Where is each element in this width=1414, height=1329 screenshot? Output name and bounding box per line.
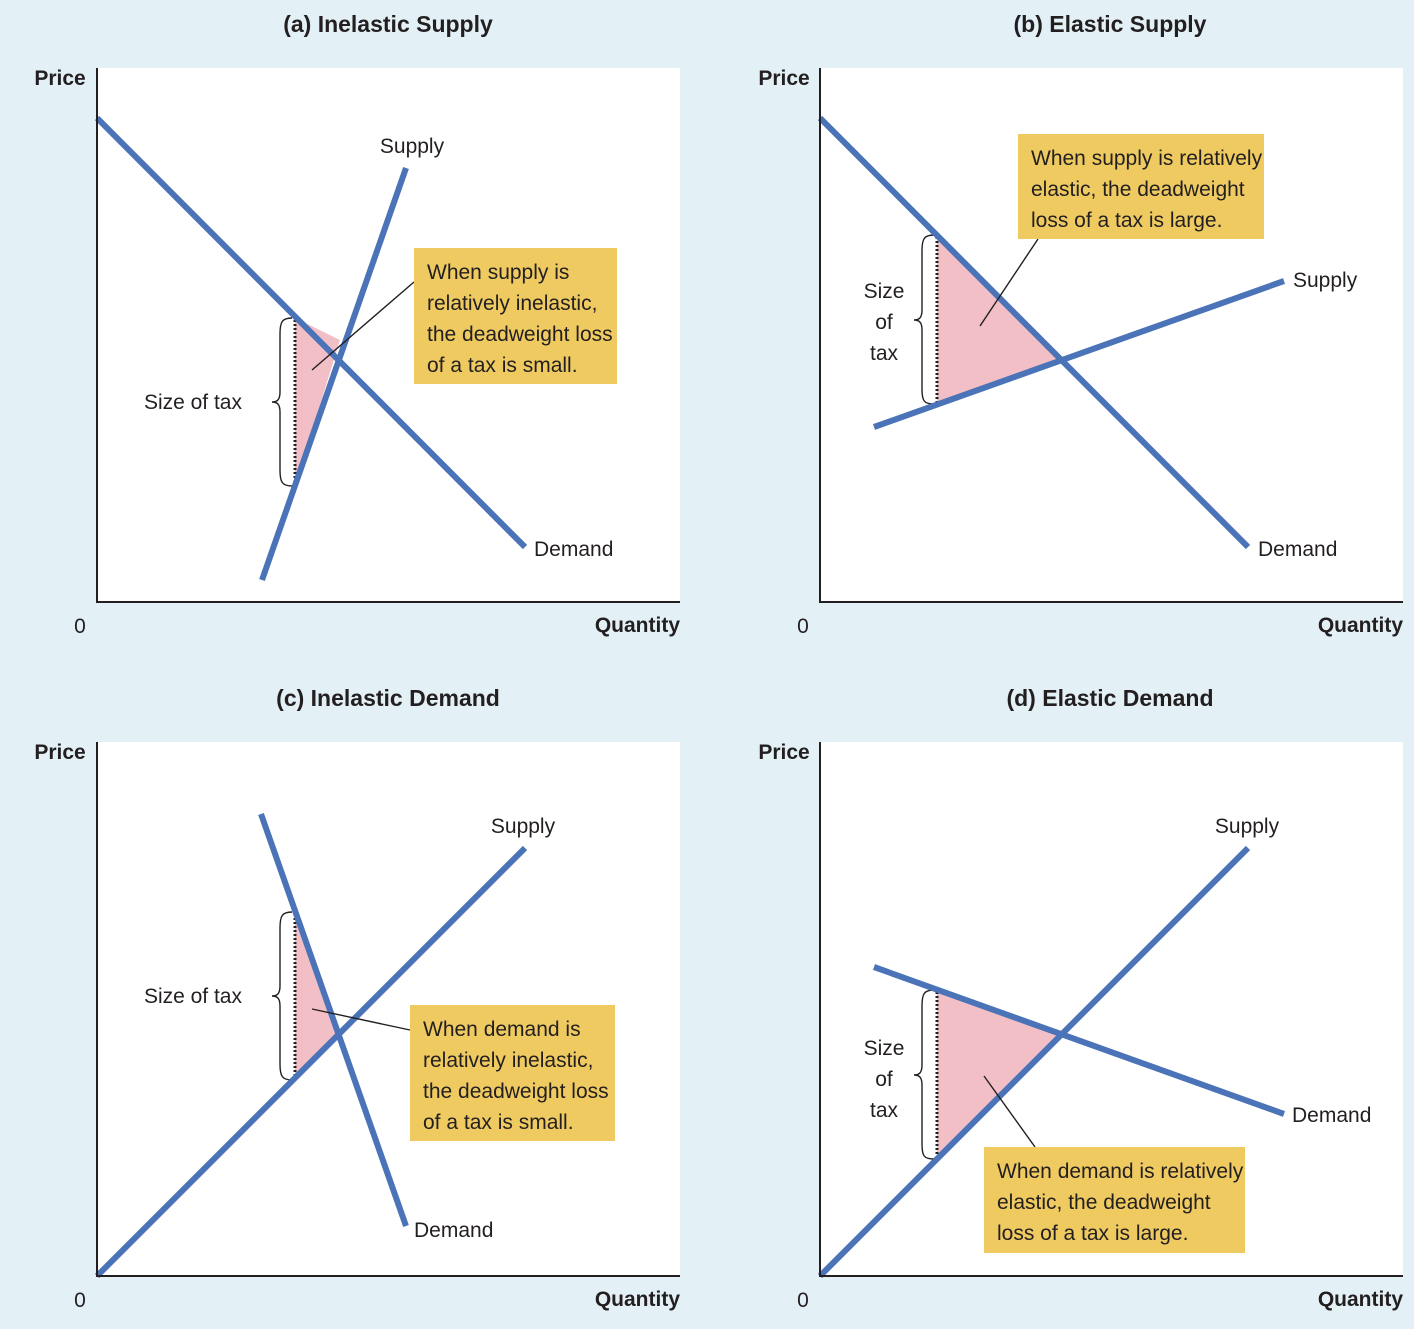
tax-label: of (875, 1068, 893, 1091)
panel-title: (a) Inelastic Supply (283, 11, 493, 37)
supply-curve (94, 845, 528, 1279)
annotation-line: the deadweight loss (423, 1080, 609, 1103)
panel-b: (b) Elastic Supply Price Quantity 0 Size… (758, 11, 1403, 638)
deadweight-loss-triangle (295, 912, 339, 1080)
annotation-line: loss of a tax is large. (1031, 209, 1222, 232)
origin-label: 0 (797, 615, 809, 638)
supply-curve (817, 845, 1251, 1279)
annotation-leader (983, 1075, 1036, 1148)
supply-curve (259, 167, 409, 581)
supply-label: Supply (380, 135, 445, 158)
demand-curve (817, 115, 1251, 550)
annotation-line: When demand is relatively (997, 1160, 1244, 1183)
annotation-box (1018, 134, 1264, 239)
deadweight-loss-triangle (937, 235, 1062, 404)
demand-label: Demand (534, 538, 613, 561)
annotation-line: relatively inelastic, (423, 1049, 593, 1072)
deadweight-loss-triangle (937, 990, 1060, 1159)
tax-label: Size of tax (144, 391, 243, 414)
annotation-leader (311, 281, 415, 371)
tax-label: tax (870, 1099, 899, 1122)
annotation-line: When supply is (427, 261, 569, 284)
tax-brace (913, 989, 935, 1160)
panel-title: (b) Elastic Supply (1014, 11, 1207, 37)
annotation-line: relatively inelastic, (427, 292, 597, 315)
panel-title: (d) Elastic Demand (1006, 685, 1213, 711)
panel-a: (a) Inelastic Supply Price Quantity 0 Si… (34, 11, 680, 638)
annotation-line: When demand is (423, 1018, 581, 1041)
axes (96, 742, 680, 1277)
origin-label: 0 (797, 1289, 809, 1312)
deadweight-loss-triangle (295, 318, 340, 486)
supply-label: Supply (1215, 815, 1280, 838)
x-axis-label: Quantity (1318, 1288, 1403, 1311)
annotation-box (410, 1005, 615, 1141)
origin-label: 0 (74, 615, 86, 638)
annotation-line: the deadweight loss (427, 323, 613, 346)
tax-label: tax (870, 342, 899, 365)
demand-curve (94, 115, 528, 550)
tax-brace (271, 317, 293, 487)
annotation-leader (979, 238, 1039, 327)
annotation-line: of a tax is small. (423, 1111, 574, 1134)
y-axis-label: Price (34, 67, 85, 90)
y-axis-label: Price (34, 741, 85, 764)
tax-label: Size (864, 1037, 905, 1060)
origin-label: 0 (74, 1289, 86, 1312)
panel-d: (d) Elastic Demand Price Quantity 0 Size… (758, 685, 1403, 1312)
y-axis-label: Price (758, 741, 809, 764)
y-axis-label: Price (758, 67, 809, 90)
supply-curve (872, 278, 1286, 430)
annotation-line: loss of a tax is large. (997, 1222, 1188, 1245)
demand-label: Demand (414, 1219, 493, 1242)
tax-label: Size of tax (144, 985, 243, 1008)
demand-label: Demand (1258, 538, 1337, 561)
supply-label: Supply (1293, 269, 1358, 292)
tax-label: Size (864, 280, 905, 303)
tax-label: of (875, 311, 893, 334)
panel-title: (c) Inelastic Demand (276, 685, 500, 711)
annotation-line: elastic, the deadweight (997, 1191, 1211, 1214)
axes (819, 68, 1403, 603)
annotation-box (414, 248, 617, 384)
tax-brace (271, 911, 293, 1081)
x-axis-label: Quantity (595, 614, 680, 637)
annotation-box (984, 1147, 1245, 1253)
annotation-leader (311, 1008, 411, 1031)
panel-c: (c) Inelastic Demand Price Quantity 0 Si… (34, 685, 680, 1312)
annotation-line: elastic, the deadweight (1031, 178, 1245, 201)
annotation-line: of a tax is small. (427, 354, 578, 377)
supply-label: Supply (491, 815, 556, 838)
annotation-line: When supply is relatively (1031, 147, 1263, 170)
tax-brace (913, 234, 935, 405)
axes (819, 742, 1403, 1277)
axes (96, 68, 680, 603)
demand-curve (872, 964, 1286, 1117)
x-axis-label: Quantity (595, 1288, 680, 1311)
x-axis-label: Quantity (1318, 614, 1403, 637)
demand-label: Demand (1292, 1104, 1371, 1127)
demand-curve (258, 813, 409, 1227)
